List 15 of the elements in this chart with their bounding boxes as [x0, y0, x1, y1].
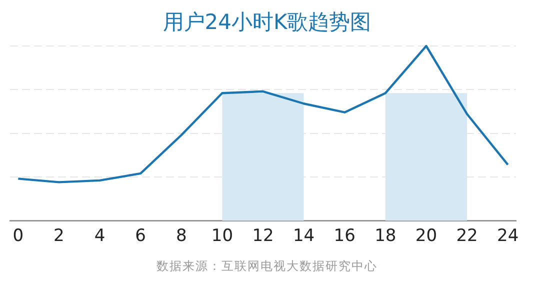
x-tick-label: 12 — [252, 226, 274, 246]
chart-title: 用户24小时K歌趋势图 — [162, 9, 372, 36]
x-tick-label: 24 — [497, 226, 519, 246]
x-tick-label: 10 — [211, 226, 234, 246]
x-tick-label: 8 — [176, 226, 187, 246]
x-tick-label: 6 — [135, 226, 146, 246]
x-tick-label: 4 — [94, 226, 106, 246]
x-tick-label: 18 — [374, 226, 396, 246]
x-tick-label: 22 — [456, 226, 478, 246]
x-tick-label: 16 — [334, 226, 356, 246]
x-tick-label: 2 — [54, 226, 64, 246]
x-tick-label: 20 — [415, 226, 438, 246]
source-note: 数据来源：互联网电视大数据研究中心 — [156, 258, 378, 275]
x-tick-label: 14 — [292, 226, 315, 246]
x-tick-label: 0 — [12, 226, 24, 246]
